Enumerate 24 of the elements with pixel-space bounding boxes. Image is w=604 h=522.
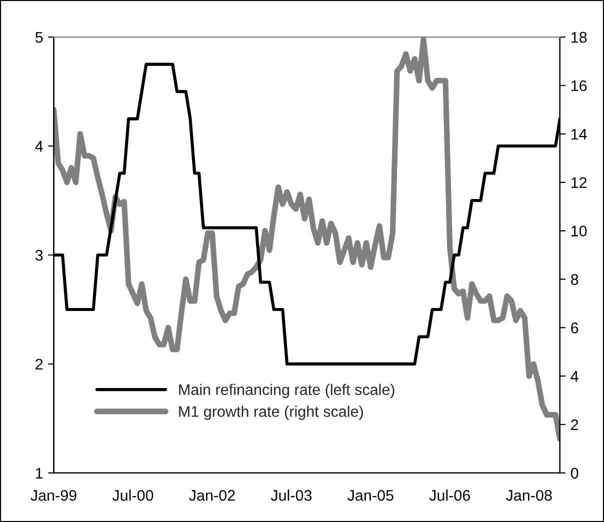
x-tick-label: Jul-03 [270,490,312,501]
x-tick-label: Jul-00 [112,490,154,501]
x-tick-label: Jul-06 [429,490,470,501]
y2-tick-label: 18 [571,32,587,43]
y2-tick-label: 14 [571,128,587,140]
y-tick-label: 4 [35,141,43,152]
y2-tick-label: 4 [570,371,578,382]
x-tick-label: Jan-08 [506,490,552,501]
y2-tick-label: 10 [571,226,587,236]
x-tick-label: Jan-05 [348,490,394,501]
legend-label: Main refinancing rate (left scale) [179,384,394,398]
y2-tick-label: 16 [571,80,587,92]
y-tick-label: 5 [35,32,43,43]
y-tick-label: 2 [36,358,43,370]
y2-tick-label: 12 [571,177,587,188]
y2-tick-label: 6 [571,322,578,334]
y-tick-label: 3 [35,250,43,261]
y2-tick-label: 2 [571,419,578,430]
y-tick-label: 1 [36,468,43,478]
legend-label: M1 growth rate (right scale) [179,406,363,420]
x-tick-label: Jan-99 [30,490,76,501]
y2-tick-label: 0 [570,468,578,479]
x-tick-label: Jan-02 [189,490,235,501]
y2-tick-label: 8 [570,274,578,285]
